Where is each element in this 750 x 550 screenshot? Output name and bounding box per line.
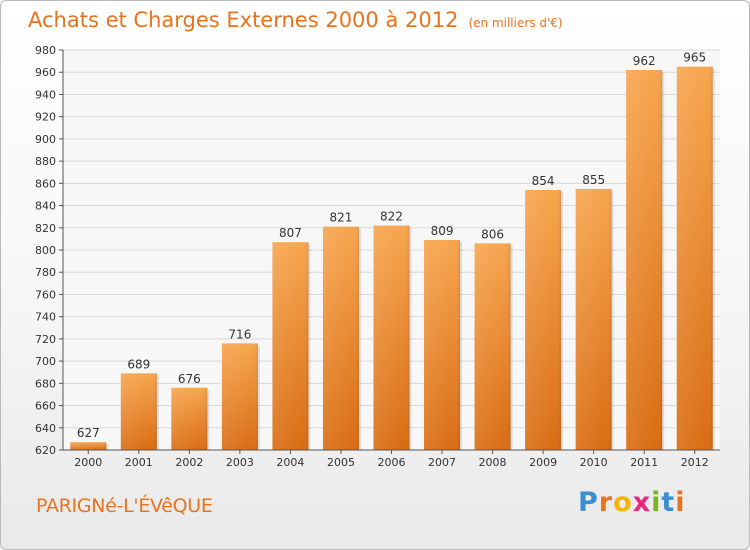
bars [70, 66, 715, 451]
y-tick-label: 700 [35, 355, 56, 368]
bar-shade [373, 225, 410, 450]
data-label-2000: 627 [77, 426, 100, 440]
data-label-2009: 854 [532, 174, 555, 188]
bar-shade [424, 240, 461, 450]
bar-shade [525, 190, 562, 450]
x-tick-label-2002: 2002 [175, 456, 203, 469]
logo-letter: t [661, 487, 676, 518]
logo-letter: x [632, 487, 652, 518]
bar-shade [120, 373, 157, 450]
data-label-2007: 809 [431, 224, 454, 238]
y-tick-label: 660 [35, 400, 56, 413]
x-tick-label-2007: 2007 [428, 456, 456, 469]
bar-shade [575, 188, 612, 450]
logo-letter: o [613, 487, 633, 518]
x-tick-label-2012: 2012 [681, 456, 709, 469]
chart-title-text: Achats et Charges Externes 2000 à 2012 [28, 8, 459, 32]
x-tick-label-2010: 2010 [580, 456, 608, 469]
data-label-2008: 806 [481, 227, 504, 241]
y-tick-label: 780 [35, 266, 56, 279]
bar-shade [272, 242, 309, 450]
chart-title: Achats et Charges Externes 2000 à 2012 (e… [28, 8, 563, 32]
data-label-2010: 855 [582, 173, 605, 187]
x-tick-label-2009: 2009 [529, 456, 557, 469]
y-tick-label: 860 [35, 177, 56, 190]
y-tick-label: 640 [35, 422, 56, 435]
bar-shade [322, 226, 359, 450]
x-tick-label-2004: 2004 [276, 456, 304, 469]
x-tick-label-2011: 2011 [630, 456, 658, 469]
data-label-2004: 807 [279, 226, 302, 240]
y-tick-label: 720 [35, 333, 56, 346]
bar-shade [70, 442, 107, 450]
y-tick-label: 900 [35, 133, 56, 146]
axes: 620 640 660 680 700 720 740 760 780 800 820 840 860 8… [35, 44, 720, 469]
commune-name: PARIGNé-L'ÉVêQUE [36, 495, 213, 517]
data-label-2001: 689 [127, 357, 150, 371]
y-tick-label: 980 [35, 44, 56, 57]
logo-letter: i [675, 487, 686, 518]
y-tick-label: 800 [35, 244, 56, 257]
x-tick-label-2006: 2006 [378, 456, 406, 469]
chart-unit: (en milliers d'€) [468, 16, 563, 30]
y-tick-label: 620 [35, 444, 56, 457]
logo-letter: r [598, 487, 614, 518]
x-tick-label-2000: 2000 [74, 456, 102, 469]
data-label-2005: 821 [330, 211, 353, 225]
bar-shade [474, 243, 511, 450]
bar-shade [626, 70, 663, 450]
y-tick-label: 940 [35, 88, 56, 101]
y-tick-label: 960 [35, 66, 56, 79]
data-label-2011: 962 [633, 54, 656, 68]
data-label-2003: 716 [228, 327, 251, 341]
data-label-2002: 676 [178, 372, 201, 386]
y-tick-label: 880 [35, 155, 56, 168]
x-tick-label-2003: 2003 [226, 456, 254, 469]
y-tick-label: 920 [35, 111, 56, 124]
y-tick-label: 740 [35, 311, 56, 324]
logo-letter: i [651, 487, 662, 518]
x-tick-label-2001: 2001 [125, 456, 153, 469]
x-tick-label-2008: 2008 [479, 456, 507, 469]
y-tick-label: 840 [35, 200, 56, 213]
bar-shade [676, 66, 713, 451]
x-tick-label-2005: 2005 [327, 456, 355, 469]
logo-letter: P [578, 487, 599, 518]
y-tick-label: 680 [35, 377, 56, 390]
proxiti-logo: Proxiti [578, 487, 686, 518]
data-labels: 627 689 676 716 807 821 822 809 806 854 855 962 965 [77, 51, 706, 441]
data-label-2012: 965 [683, 51, 706, 65]
y-tick-label: 760 [35, 288, 56, 301]
data-label-2006: 822 [380, 210, 403, 224]
y-tick-label: 820 [35, 222, 56, 235]
bar-shade [171, 387, 208, 450]
bar-shade [221, 343, 258, 450]
